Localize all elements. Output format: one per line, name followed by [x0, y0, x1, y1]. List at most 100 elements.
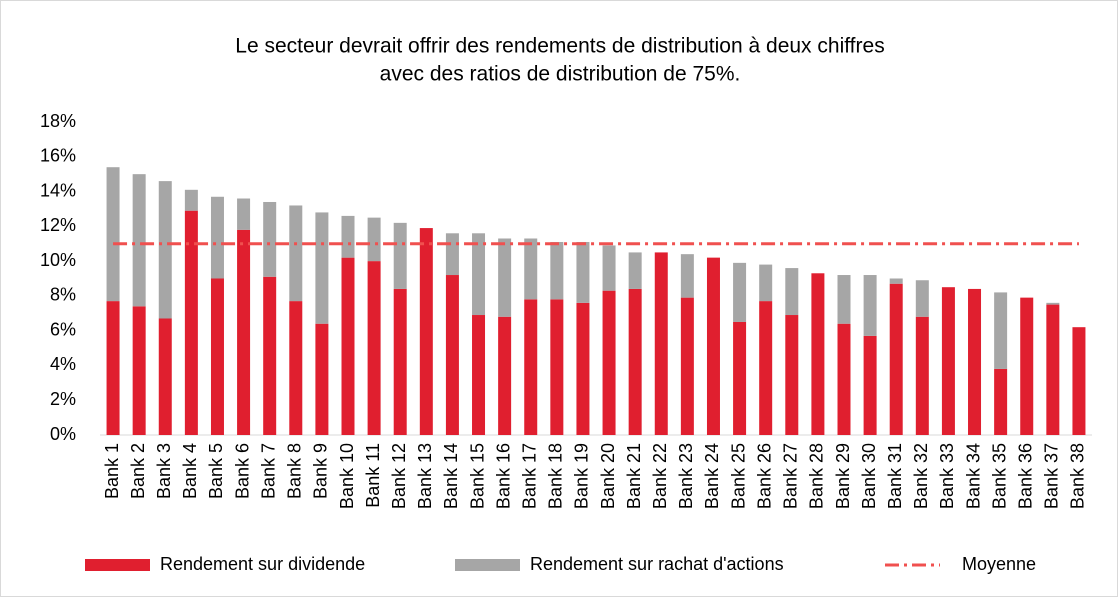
- legend-swatch: [455, 559, 520, 571]
- bar: [915, 280, 929, 317]
- y-tick-label: 12%: [40, 215, 76, 235]
- x-tick-label: Bank 28: [807, 443, 827, 509]
- x-tick-label: Bank 1: [102, 443, 122, 499]
- legend-label: Moyenne: [962, 554, 1036, 574]
- y-tick-label: 6%: [50, 319, 76, 339]
- bar: [680, 254, 694, 298]
- bar: [158, 181, 172, 319]
- bar: [1072, 327, 1086, 435]
- x-tick-label: Bank 12: [389, 443, 409, 509]
- bar: [994, 368, 1008, 435]
- y-tick-label: 10%: [40, 250, 76, 270]
- bar: [419, 228, 433, 435]
- x-tick-label: Bank 24: [702, 443, 722, 509]
- bar: [680, 297, 694, 435]
- x-tick-label: Bank 27: [781, 443, 801, 509]
- bar: [210, 196, 224, 279]
- x-tick-label: Bank 19: [572, 443, 592, 509]
- bar: [367, 217, 381, 262]
- x-tick-label: Bank 25: [728, 443, 748, 509]
- bar: [445, 233, 459, 276]
- bar: [550, 299, 564, 435]
- bar: [289, 301, 303, 435]
- bar: [785, 268, 799, 316]
- x-tick-label: Bank 11: [363, 443, 383, 508]
- bar: [498, 238, 512, 317]
- x-tick-label: Bank 20: [598, 443, 618, 509]
- x-tick-label: Bank 26: [754, 443, 774, 509]
- bar: [550, 241, 564, 300]
- bar: [837, 323, 851, 435]
- bar: [472, 233, 486, 316]
- x-tick-label: Bank 21: [624, 443, 644, 509]
- x-tick-label: Bank 16: [493, 443, 513, 509]
- bar: [158, 318, 172, 435]
- x-tick-label: Bank 32: [911, 443, 931, 509]
- bar: [341, 215, 355, 258]
- bar: [210, 278, 224, 435]
- bar: [915, 316, 929, 435]
- y-tick-label: 14%: [40, 180, 76, 200]
- bar: [1046, 304, 1060, 435]
- bar: [863, 335, 877, 435]
- y-tick-label: 0%: [50, 424, 76, 444]
- x-tick-label: Bank 17: [519, 443, 539, 509]
- bar: [524, 299, 538, 435]
- bar: [654, 252, 668, 435]
- x-tick-label: Bank 23: [676, 443, 696, 509]
- bar: [106, 301, 120, 435]
- bar: [733, 321, 747, 435]
- x-tick-label: Bank 8: [285, 443, 305, 499]
- bar: [628, 252, 642, 289]
- x-tick-label: Bank 10: [337, 443, 357, 509]
- x-tick-label: Bank 38: [1068, 443, 1088, 509]
- bar: [498, 316, 512, 435]
- bar: [889, 278, 903, 284]
- bar: [759, 264, 773, 302]
- bar: [811, 273, 825, 435]
- x-tick-label: Bank 15: [467, 443, 487, 509]
- legend-swatch: [85, 559, 150, 571]
- bar: [785, 315, 799, 435]
- bar: [1020, 297, 1034, 435]
- bar: [237, 229, 251, 435]
- y-tick-label: 8%: [50, 285, 76, 305]
- x-tick-label: Bank 9: [311, 443, 331, 499]
- legend-label: Rendement sur rachat d'actions: [530, 554, 784, 574]
- bar: [863, 275, 877, 336]
- bar: [132, 306, 146, 435]
- bar: [994, 292, 1008, 369]
- bar: [106, 167, 120, 302]
- bar: [289, 205, 303, 302]
- bar: [367, 261, 381, 435]
- bar: [341, 257, 355, 435]
- x-tick-label: Bank 36: [1015, 443, 1035, 509]
- legend-label: Rendement sur dividende: [160, 554, 365, 574]
- bar: [237, 198, 251, 230]
- y-tick-label: 18%: [40, 111, 76, 131]
- bar: [968, 288, 982, 435]
- x-tick-label: Bank 5: [206, 443, 226, 499]
- bar: [184, 189, 198, 211]
- bar: [263, 201, 277, 277]
- x-tick-label: Bank 14: [441, 443, 461, 509]
- bar: [1046, 302, 1060, 305]
- bar: [837, 275, 851, 324]
- x-tick-label: Bank 4: [180, 443, 200, 499]
- bar: [472, 315, 486, 435]
- bar: [733, 262, 747, 322]
- x-tick-label: Bank 2: [128, 443, 148, 499]
- bar: [524, 238, 538, 300]
- y-tick-label: 16%: [40, 146, 76, 166]
- x-tick-label: Bank 37: [1042, 443, 1062, 509]
- bar: [184, 210, 198, 435]
- bar: [393, 222, 407, 289]
- x-tick-label: Bank 30: [859, 443, 879, 509]
- x-tick-label: Bank 7: [258, 443, 278, 499]
- bar: [602, 245, 616, 291]
- bar: [706, 257, 720, 435]
- bar: [445, 275, 459, 435]
- x-tick-label: Bank 13: [415, 443, 435, 509]
- chart-title: Le secteur devrait offrir des rendements…: [235, 35, 884, 58]
